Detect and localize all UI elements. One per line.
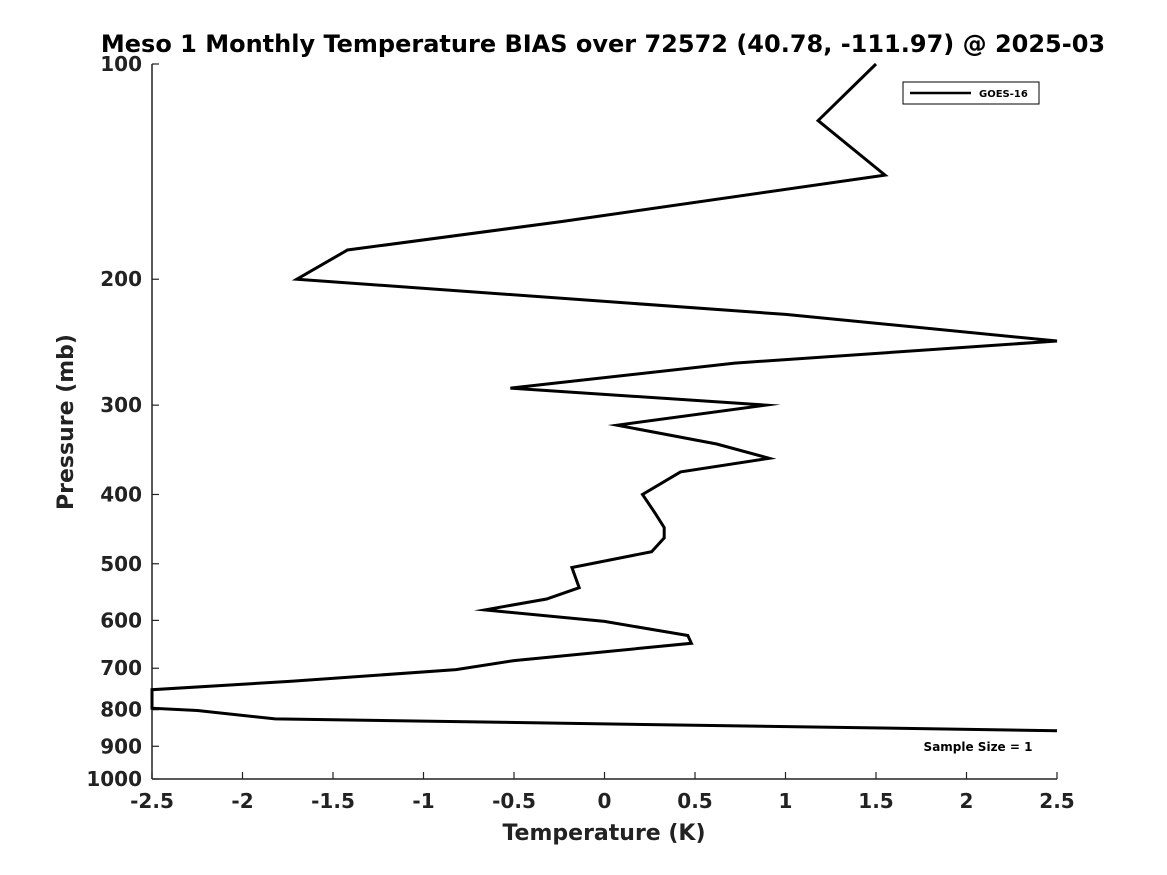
x-tick-label: -1.5 <box>311 789 355 813</box>
legend-label-goes-16: GOES-16 <box>979 89 1028 100</box>
series-layer <box>150 62 1058 733</box>
x-tick-label: 1.5 <box>858 789 893 813</box>
x-tick-label: 2 <box>960 789 974 813</box>
x-tick-label: -2 <box>231 789 253 813</box>
y-tick-label: 1000 <box>86 767 142 791</box>
x-tick-label: -1 <box>412 789 434 813</box>
x-ticks: -2.5 -2 -1.5 -1 -0.5 0 0.5 1 1.5 2 2.5 <box>130 772 1075 813</box>
chart-title: Meso 1 Monthly Temperature BIAS over 725… <box>101 30 1105 58</box>
y-tick-label: 200 <box>100 267 142 291</box>
x-tick-label: 1 <box>779 789 793 813</box>
x-tick-label: 0 <box>598 789 612 813</box>
y-axis-label: Pressure (mb) <box>54 334 79 510</box>
legend: GOES-16 <box>902 81 1040 105</box>
y-ticks: 100 200 300 400 500 600 700 800 900 1000 <box>86 52 159 791</box>
y-tick-label: 400 <box>100 482 142 506</box>
y-tick-label: 800 <box>100 698 142 722</box>
y-tick-label: 500 <box>100 552 142 576</box>
y-tick-label: 700 <box>100 656 142 680</box>
x-tick-label: -2.5 <box>130 789 174 813</box>
sample-size-annotation: Sample Size = 1 <box>924 740 1033 754</box>
y-tick-label: 600 <box>100 608 142 632</box>
x-axis-label: Temperature (K) <box>502 821 705 846</box>
x-tick-label: 2.5 <box>1039 789 1074 813</box>
y-tick-label: 300 <box>100 393 142 417</box>
y-tick-label: 100 <box>100 52 142 76</box>
series-line-goes-16 <box>150 62 1058 733</box>
y-tick-label: 900 <box>100 734 142 758</box>
x-tick-label: -0.5 <box>492 789 536 813</box>
x-tick-label: 0.5 <box>677 789 712 813</box>
plot-area <box>151 64 1057 780</box>
